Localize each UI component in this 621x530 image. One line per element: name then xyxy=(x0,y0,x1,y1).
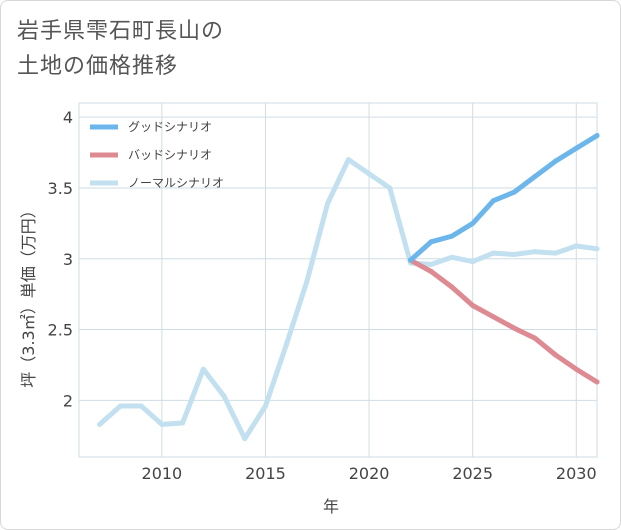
data-point xyxy=(345,157,351,163)
data-point xyxy=(594,133,600,139)
data-point xyxy=(325,201,331,207)
series-line-0 xyxy=(408,133,600,263)
data-point xyxy=(573,145,579,151)
data-point xyxy=(200,366,206,372)
data-point xyxy=(449,284,455,290)
plot-frame xyxy=(78,102,598,458)
data-point xyxy=(449,233,455,239)
data-point xyxy=(428,269,434,275)
grid xyxy=(78,102,598,458)
data-point xyxy=(553,250,559,256)
y-tick-label: 2.5 xyxy=(48,321,73,340)
series-lines xyxy=(97,133,600,442)
data-point xyxy=(532,249,538,255)
data-point xyxy=(304,278,310,284)
x-tick-label: 2020 xyxy=(349,464,390,483)
data-point xyxy=(138,403,144,409)
y-tick-label: 2 xyxy=(63,391,73,410)
y-axis-label: 坪（3.3㎡）単価（万円） xyxy=(19,202,38,387)
legend-item[interactable]: グッドシナリオ xyxy=(90,120,212,134)
data-point xyxy=(553,352,559,358)
data-point xyxy=(532,335,538,341)
axes: 2010 2015 2020 2025 2030 2 2.5 3 3.5 4 xyxy=(48,108,597,483)
data-point xyxy=(594,246,600,252)
data-point xyxy=(117,403,123,409)
data-point xyxy=(490,250,496,256)
x-tick-label: 2030 xyxy=(556,464,597,483)
x-axis-label: 年 xyxy=(323,497,339,516)
x-tick-label: 2025 xyxy=(452,464,493,483)
data-point xyxy=(242,436,248,442)
data-point xyxy=(470,302,476,308)
data-point xyxy=(573,243,579,249)
data-point xyxy=(366,171,372,177)
legend-label: バッドシナリオ xyxy=(128,148,212,162)
y-tick-label: 3.5 xyxy=(48,179,73,198)
data-point xyxy=(428,239,434,245)
data-point xyxy=(449,254,455,260)
data-point xyxy=(387,185,393,191)
data-point xyxy=(408,257,414,263)
data-point xyxy=(553,158,559,164)
y-tick-label: 3 xyxy=(63,250,73,269)
data-point xyxy=(159,421,165,427)
x-tick-label: 2010 xyxy=(142,464,183,483)
legend-label: ノーマルシナリオ xyxy=(128,176,224,190)
series-line-1 xyxy=(408,257,600,385)
chart-title-line-2: 土地の価格推移 xyxy=(17,54,179,79)
legend-label: グッドシナリオ xyxy=(128,120,212,134)
chart-title: 岩手県雫石町長山の 土地の価格推移 xyxy=(17,14,224,84)
data-point xyxy=(180,420,186,426)
data-point xyxy=(283,342,289,348)
data-point xyxy=(428,261,434,267)
chart-title-line-1: 岩手県雫石町長山の xyxy=(17,19,225,44)
data-point xyxy=(97,421,103,427)
data-point xyxy=(511,325,517,331)
data-point xyxy=(221,393,227,399)
x-tick-label: 2015 xyxy=(245,464,286,483)
data-point xyxy=(511,252,517,258)
data-point xyxy=(470,220,476,226)
data-point xyxy=(470,259,476,265)
data-point xyxy=(490,314,496,320)
data-point xyxy=(532,174,538,180)
data-point xyxy=(594,379,600,385)
data-point xyxy=(511,189,517,195)
data-point xyxy=(262,403,268,409)
series-line-2 xyxy=(97,157,600,442)
legend-item[interactable]: バッドシナリオ xyxy=(90,148,212,162)
y-tick-label: 4 xyxy=(63,108,73,127)
legend-item[interactable]: ノーマルシナリオ xyxy=(90,176,224,190)
data-point xyxy=(573,366,579,372)
data-point xyxy=(490,198,496,204)
